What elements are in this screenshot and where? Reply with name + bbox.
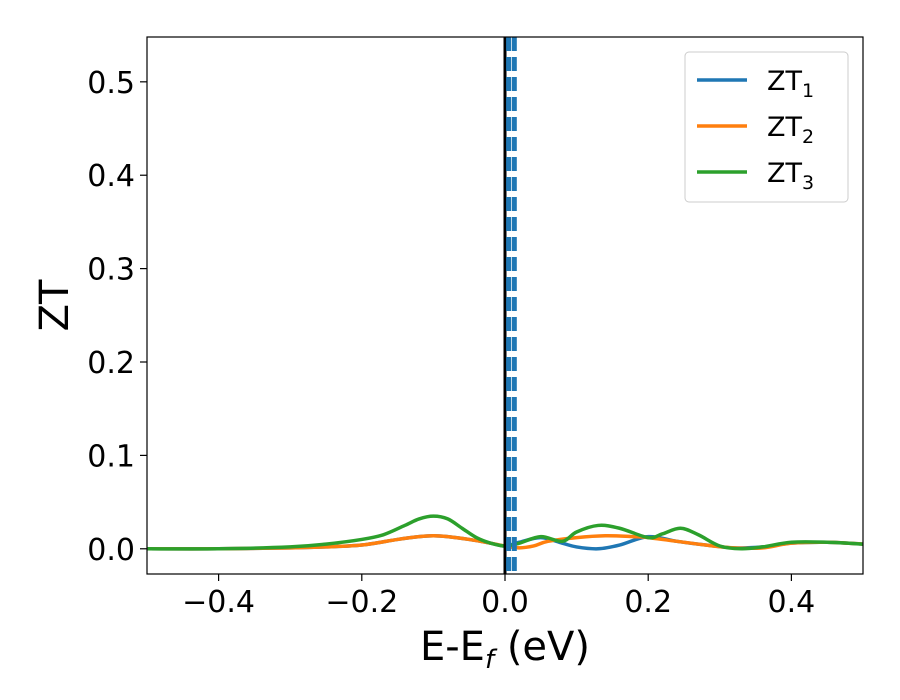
legend-label: ZT2 — [767, 112, 814, 148]
legend-label-subscript: 3 — [802, 172, 814, 194]
series-layer — [147, 514, 863, 551]
y-tick-label: 0.5 — [87, 66, 135, 101]
legend-label-main: ZT — [767, 66, 802, 97]
x-axis-label-unit: (eV) — [494, 624, 590, 670]
series-line-3 — [147, 514, 863, 551]
x-axis-label: E-Ef (eV) — [420, 624, 590, 675]
legend-label-main: ZT — [767, 112, 802, 143]
x-ticks: −0.4 −0.2 0.0 0.2 0.4 — [182, 574, 815, 620]
y-ticks: 0.0 0.1 0.2 0.3 0.4 0.5 — [87, 66, 147, 568]
x-tick-label: 0.2 — [624, 585, 672, 620]
legend-label-subscript: 1 — [802, 80, 814, 102]
y-tick-label: 0.1 — [87, 439, 135, 474]
legend-label: ZT3 — [767, 158, 814, 194]
x-axis-label-main: E-E — [420, 624, 485, 670]
x-tick-label: 0.0 — [481, 585, 529, 620]
legend-item-1: ZT1 — [697, 66, 814, 102]
x-tick-label: −0.2 — [325, 585, 398, 620]
y-tick-label: 0.4 — [87, 159, 135, 194]
legend-label-main: ZT — [767, 158, 802, 189]
x-tick-label: −0.4 — [182, 585, 255, 620]
y-tick-label: 0.2 — [87, 346, 135, 381]
y-tick-label: 0.3 — [87, 253, 135, 288]
y-axis-label: ZT — [32, 279, 78, 331]
legend-label-subscript: 2 — [802, 126, 814, 148]
x-tick-label: 0.4 — [768, 585, 816, 620]
legend-item-2: ZT2 — [697, 112, 814, 148]
y-tick-label: 0.0 — [87, 533, 135, 568]
legend-box — [684, 51, 849, 203]
vertical-lines-layer — [503, 37, 517, 574]
legend-item-3: ZT3 — [697, 158, 814, 194]
legend-label: ZT1 — [767, 66, 814, 102]
